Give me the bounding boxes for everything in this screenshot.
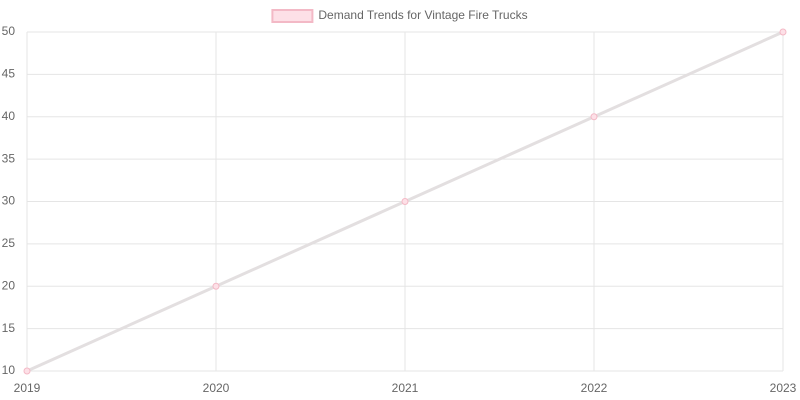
x-tick-label: 2020 [203,381,230,395]
x-tick-label: 2019 [14,381,41,395]
data-point [590,113,598,121]
y-tick-label: 25 [2,236,16,250]
data-point [212,282,220,290]
x-tick-label: 2022 [581,381,608,395]
y-tick-label: 45 [2,67,16,81]
y-tick-label: 15 [2,321,16,335]
data-point [401,198,409,205]
y-tick-label: 50 [2,24,16,38]
legend-label: Demand Trends for Vintage Fire Trucks [318,8,527,22]
x-tick-label: 2023 [770,381,797,395]
y-tick-label: 10 [2,363,16,377]
y-tick-label: 30 [2,194,16,208]
data-point [23,367,31,375]
x-tick-label: 2021 [392,381,419,395]
data-point [779,28,787,36]
legend-swatch [271,9,314,23]
y-tick-label: 20 [2,278,16,292]
y-tick-label: 40 [2,109,16,123]
y-tick-label: 35 [2,151,16,165]
